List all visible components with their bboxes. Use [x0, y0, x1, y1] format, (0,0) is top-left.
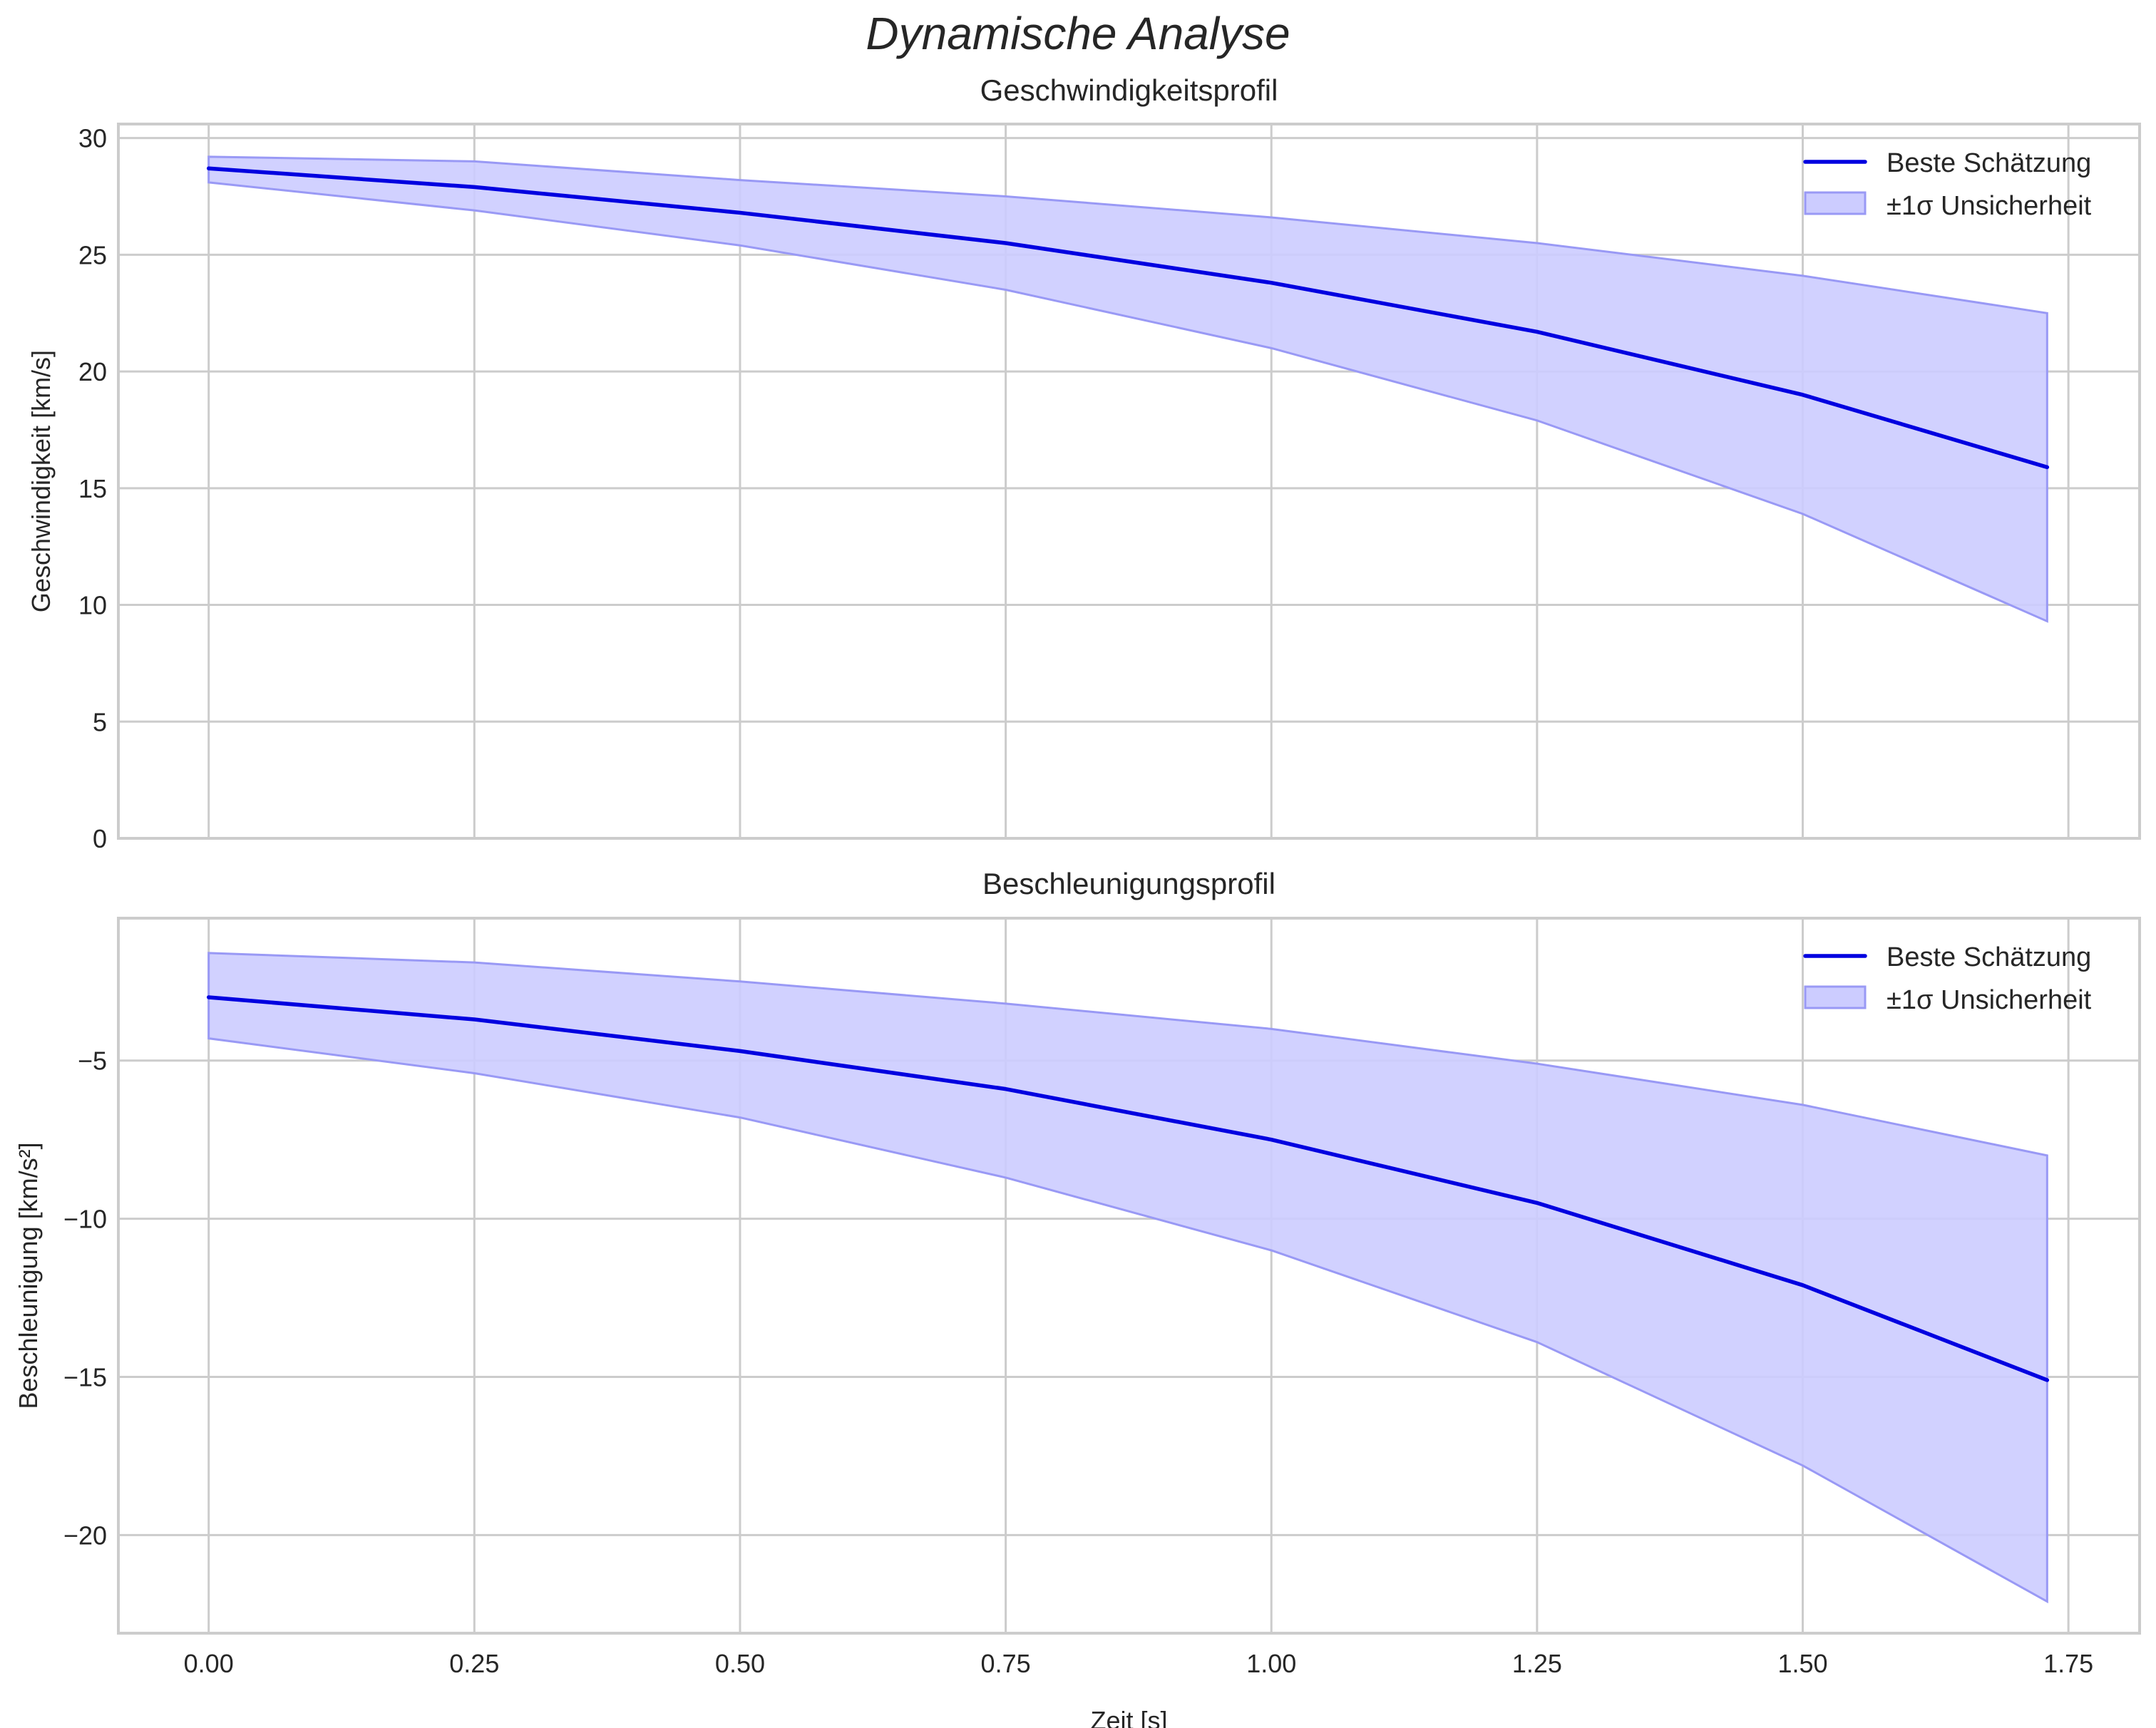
x-tick-label: 1.00	[1246, 1649, 1296, 1678]
legend-label-uncertainty: ±1σ Unsicherheit	[1886, 985, 2092, 1015]
legend-label-uncertainty: ±1σ Unsicherheit	[1886, 191, 2092, 221]
y-tick-label: 15	[78, 474, 107, 503]
y-tick-label: 30	[78, 124, 107, 153]
legend: Beste Schätzung ±1σ Unsicherheit	[1803, 148, 2092, 221]
y-axis-label: Beschleunigung [km/s²]	[14, 1142, 43, 1409]
y-tick-label: 0	[93, 824, 107, 853]
axes-frame	[117, 123, 2141, 840]
uncertainty-band	[207, 155, 2048, 623]
best-estimate-line	[206, 166, 2050, 470]
x-axis-label: Zeit [s]	[1090, 1706, 1167, 1728]
x-tick-label: 1.75	[2043, 1649, 2093, 1678]
legend-band-swatch	[1804, 985, 1867, 1009]
x-tick-label: 0.25	[449, 1649, 499, 1678]
best-estimate-line	[206, 995, 2050, 1382]
acceleration-subplot-title: Beschleunigungsprofil	[982, 867, 1275, 900]
legend-label-best-estimate: Beste Schätzung	[1886, 148, 2091, 178]
y-axis-label: Geschwindigkeit [km/s]	[26, 350, 56, 612]
y-tick-label: −20	[63, 1521, 107, 1550]
x-tick-label: 0.00	[184, 1649, 234, 1678]
y-tick-label: 25	[78, 240, 107, 269]
y-tick-label: −10	[63, 1205, 107, 1234]
y-tick-label: −5	[78, 1046, 107, 1076]
velocity-axes: 0 5 10 15 20 25 30 Geschwindigkeit [km/s] Beste …	[26, 123, 2141, 853]
y-tick-label: 10	[78, 591, 107, 620]
y-tick-label: 5	[93, 707, 107, 736]
y-tick-label: 20	[78, 357, 107, 386]
figure-title: Dynamische Analyse	[866, 8, 1290, 59]
x-tick-label: 1.25	[1512, 1649, 1562, 1678]
x-tick-label: 0.50	[715, 1649, 765, 1678]
acceleration-axes: −5 −10 −15 −20 0.00 0.25 0.50 0.75 1.00 1.25 1.50 1…	[14, 917, 2141, 1728]
velocity-subplot-title: Geschwindigkeitsprofil	[980, 73, 1278, 107]
legend: Beste Schätzung ±1σ Unsicherheit	[1803, 942, 2092, 1015]
y-tick-label: −15	[63, 1363, 107, 1392]
x-tick-label: 1.50	[1777, 1649, 1827, 1678]
x-tick-label: 0.75	[981, 1649, 1031, 1678]
legend-band-swatch	[1804, 191, 1867, 215]
uncertainty-band	[207, 952, 2048, 1604]
axes-frame	[117, 917, 2141, 1635]
legend-label-best-estimate: Beste Schätzung	[1886, 942, 2091, 972]
